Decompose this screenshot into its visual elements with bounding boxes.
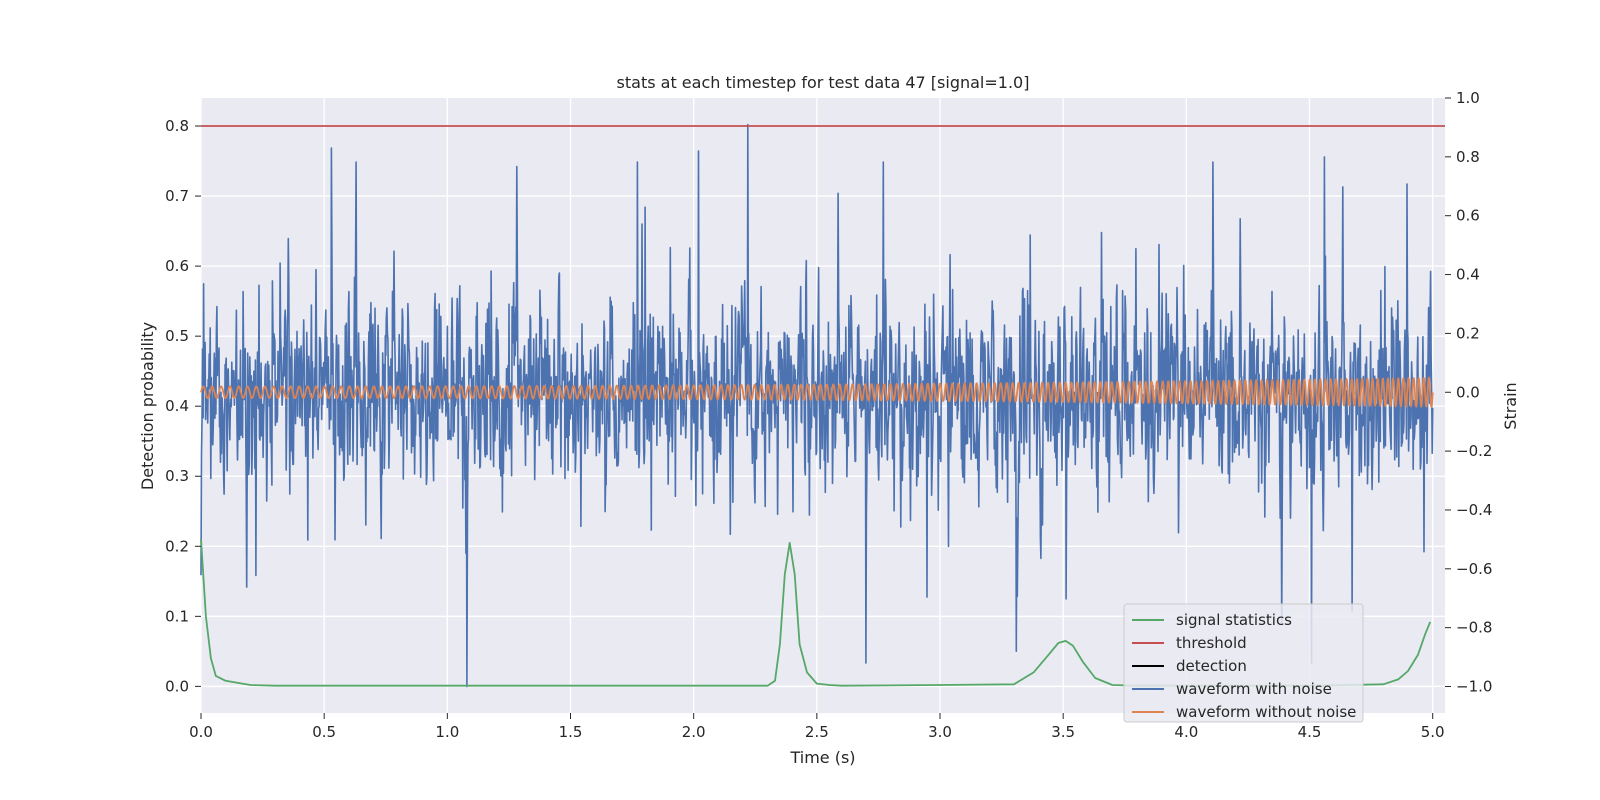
legend-label: waveform with noise — [1176, 680, 1332, 698]
y2-tick-label: 0.4 — [1456, 266, 1480, 284]
x-tick-label: 0.5 — [312, 723, 336, 741]
y-tick-label: 0.2 — [165, 537, 189, 555]
legend-label: detection — [1176, 657, 1247, 675]
x-tick-label: 3.0 — [928, 723, 952, 741]
x-axis-ticks: 0.0 0.5 1.0 1.5 2.0 2.5 3.0 3.5 4.0 4.5 5.0 — [189, 713, 1445, 741]
x-tick-label: 1.5 — [559, 723, 583, 741]
y2-tick-label: 1.0 — [1456, 89, 1480, 107]
legend-label: waveform without noise — [1176, 703, 1356, 721]
y2-tick-label: −0.8 — [1456, 619, 1492, 637]
y2-tick-label: −0.2 — [1456, 442, 1492, 460]
legend-label: threshold — [1176, 634, 1247, 652]
y2-tick-label: 0.2 — [1456, 324, 1480, 342]
series-layer — [200, 123, 1445, 688]
legend-box — [1123, 603, 1364, 723]
y2-tick-label: −0.6 — [1456, 560, 1492, 578]
y-tick-label: 0.7 — [165, 187, 189, 205]
y-tick-label: 0.1 — [165, 607, 189, 625]
y2-tick-label: −0.4 — [1456, 501, 1492, 519]
x-tick-label: 2.0 — [682, 723, 706, 741]
x-tick-label: 5.0 — [1421, 723, 1445, 741]
x-tick-label: 0.0 — [189, 723, 213, 741]
x-tick-label: 4.0 — [1174, 723, 1198, 741]
y2-tick-label: 0.8 — [1456, 148, 1480, 166]
y-tick-label: 0.5 — [165, 327, 189, 345]
y-axis-ticks: 0.0 0.1 0.2 0.3 0.4 0.5 0.6 0.7 0.8 — [165, 117, 201, 695]
x-tick-label: 3.5 — [1051, 723, 1075, 741]
x-tick-label: 2.5 — [805, 723, 829, 741]
y-tick-label: 0.8 — [165, 117, 189, 135]
y2-tick-label: 0.0 — [1456, 383, 1480, 401]
legend-label: signal statistics — [1176, 611, 1292, 629]
y2-tick-label: −1.0 — [1456, 678, 1492, 696]
y-tick-label: 0.3 — [165, 467, 189, 485]
legend: signal statistics threshold detection wavef… — [1123, 603, 1364, 723]
y2-tick-label: 0.6 — [1456, 207, 1480, 225]
chart-title: stats at each timestep for test data 47 … — [617, 73, 1030, 92]
y-axis-label: Detection probability — [138, 322, 157, 490]
y-tick-label: 0.0 — [165, 677, 189, 695]
series-waveform-without-noise — [200, 376, 1434, 408]
y2-axis-ticks: −1.0 −0.8 −0.6 −0.4 −0.2 0.0 0.2 0.4 0.6 0.8 1.0 — [1445, 89, 1492, 696]
x-axis-label: Time (s) — [789, 748, 855, 767]
y2-axis-label: Strain — [1501, 382, 1520, 429]
x-tick-label: 4.5 — [1298, 723, 1322, 741]
y-tick-label: 0.6 — [165, 257, 189, 275]
y-tick-label: 0.4 — [165, 397, 189, 415]
x-tick-label: 1.0 — [435, 723, 459, 741]
